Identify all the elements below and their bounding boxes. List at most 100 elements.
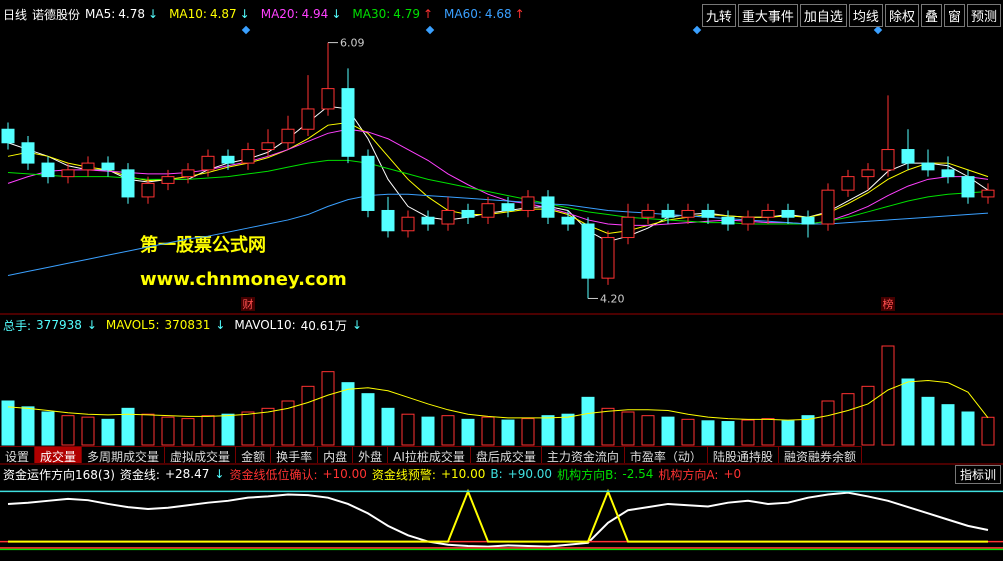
- toolbar-button[interactable]: 重大事件: [737, 4, 798, 27]
- candle-body: [101, 162, 115, 171]
- candle-body: [241, 149, 255, 164]
- volume-bar: [581, 396, 595, 446]
- tab[interactable]: 虚拟成交量: [165, 446, 237, 464]
- volume-bar: [801, 415, 815, 446]
- ma-line: [7, 159, 989, 225]
- volume-bar: [201, 415, 215, 446]
- tab[interactable]: 多周期成交量: [82, 446, 166, 464]
- candle-body: [221, 155, 235, 164]
- volume-bar: [301, 385, 315, 446]
- indicator-button[interactable]: 指标训: [954, 465, 1001, 484]
- volume-ma-line: [7, 379, 989, 421]
- diamond: [241, 25, 251, 35]
- volume-bar: [421, 416, 435, 446]
- volume-bar: [601, 407, 615, 446]
- candle-body: [801, 216, 815, 225]
- volume-bar: [461, 418, 475, 446]
- candle-body: [861, 169, 875, 178]
- candle-body: [601, 237, 615, 279]
- candle-body: [41, 162, 55, 178]
- candle-body: [641, 209, 655, 218]
- volume-arrow: ↓: [86, 318, 97, 332]
- toolbar-button[interactable]: 窗: [943, 4, 965, 27]
- ma-value: 4.79: [393, 7, 420, 21]
- tab[interactable]: 外盘: [353, 446, 389, 464]
- candle-body: [901, 149, 915, 164]
- ma-legend: MA5: 4.78 ↓: [85, 7, 158, 21]
- volume-bar: [81, 416, 95, 446]
- tab[interactable]: 盘后成交量: [470, 446, 542, 464]
- candle-body: [341, 88, 355, 157]
- indicator-value: -2.54: [622, 467, 654, 481]
- event-box: [241, 297, 255, 311]
- volume-bar: [321, 371, 335, 446]
- tab[interactable]: 设置: [0, 446, 36, 464]
- toolbar-button[interactable]: 叠: [920, 4, 942, 27]
- ma-arrow: ↓: [148, 7, 159, 21]
- ma-legend: MA20: 4.94 ↓: [261, 7, 342, 21]
- volume-bar: [561, 413, 575, 446]
- toolbar-button[interactable]: 加自选: [799, 4, 847, 27]
- indicator-name: B:: [490, 467, 503, 481]
- diamond: [425, 25, 435, 35]
- toolbar: 九转 重大事件 加自选 均线 除权叠窗预测: [701, 4, 1001, 27]
- watermark-title: 第一股票公式网: [140, 234, 266, 256]
- volume-bar: [221, 413, 235, 446]
- ma-value: 4.94: [301, 7, 329, 21]
- tab[interactable]: 换手率: [271, 446, 319, 464]
- candle-body: [941, 169, 955, 178]
- indicator-value: +28.47: [164, 467, 210, 481]
- indicator-title: 资金运作方向168(3): [3, 467, 115, 482]
- candle-body: [161, 176, 175, 184]
- tab[interactable]: 融资融券余额: [778, 446, 862, 464]
- tab[interactable]: AI拉桩成交量: [388, 446, 471, 464]
- candle-body: [61, 169, 75, 178]
- volume-bar: [61, 415, 75, 446]
- ma-line: [7, 128, 989, 226]
- period: 日线: [3, 7, 28, 22]
- watermark-url: www.chnmoney.com: [140, 269, 347, 290]
- toolbar-button[interactable]: 九转: [701, 4, 736, 27]
- tab[interactable]: 成交量: [35, 446, 83, 464]
- tab[interactable]: 主力资金流向: [541, 446, 625, 464]
- volume-bar: [521, 418, 535, 446]
- tab[interactable]: 内盘: [318, 446, 354, 464]
- volume-bar: [261, 407, 275, 446]
- tab[interactable]: 市盈率（动）: [624, 446, 708, 464]
- candle-body: [261, 142, 275, 151]
- candle-body: [321, 88, 335, 110]
- price-header: 日线 诺德股份 MA5: 4.78 ↓ MA10: 4.87 ↓ MA20: 4.94 ↓ MA30:…: [3, 6, 531, 22]
- annotation-label: 6.09: [340, 37, 365, 50]
- volume-bar: [881, 345, 895, 446]
- volume-bar: [21, 406, 35, 446]
- volume-bar: [641, 415, 655, 446]
- volume-bar: [401, 413, 415, 446]
- ma-value: 4.78: [118, 7, 145, 21]
- candle-body: [561, 216, 575, 225]
- toolbar-button[interactable]: 均线: [848, 4, 883, 27]
- volume-bar: [861, 385, 875, 446]
- volume-arrow: ↓: [352, 318, 363, 332]
- tab[interactable]: 金额: [236, 446, 272, 464]
- candle-body: [21, 142, 35, 164]
- toolbar-button[interactable]: 预测: [966, 4, 1001, 27]
- event-label: 榜: [883, 297, 894, 311]
- volume-value: 40.61万: [300, 318, 348, 333]
- volume-bar: [701, 420, 715, 446]
- candle-body: [721, 216, 735, 225]
- tab[interactable]: 陆股通持股: [707, 446, 779, 464]
- candle-body: [401, 216, 415, 232]
- ma-name: MA30:: [352, 7, 391, 21]
- indicator-name: 资金线预警:: [371, 467, 436, 482]
- ma-arrow: ↓: [331, 7, 342, 21]
- volume-bar: [481, 416, 495, 446]
- indicator-line: [7, 491, 989, 548]
- volume-bar: [821, 400, 835, 446]
- volume-bar: [501, 419, 515, 446]
- toolbar-button[interactable]: 除权: [884, 4, 919, 27]
- candle-body: [661, 209, 675, 218]
- volume-bar: [781, 420, 795, 446]
- volume-bar: [921, 396, 935, 446]
- candle-body: [361, 155, 375, 211]
